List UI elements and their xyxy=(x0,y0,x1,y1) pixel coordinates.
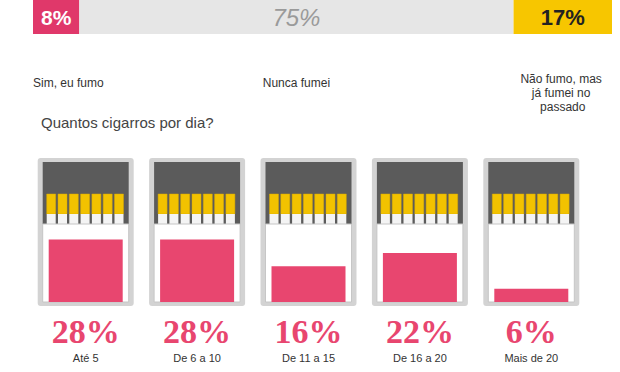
svg-text:28%: 28% xyxy=(163,313,231,350)
svg-text:De 6 a 10: De 6 a 10 xyxy=(173,352,221,364)
svg-text:Nunca fumei: Nunca fumei xyxy=(263,76,330,90)
svg-text:Até 5: Até 5 xyxy=(73,352,99,364)
svg-text:8%: 8% xyxy=(41,6,72,29)
svg-text:75%: 75% xyxy=(272,4,320,31)
svg-text:De 11 a 15: De 11 a 15 xyxy=(282,352,335,364)
svg-text:Sim, eu fumo: Sim, eu fumo xyxy=(33,76,104,90)
svg-text:22%: 22% xyxy=(386,313,454,350)
svg-text:De 16 a 20: De 16 a 20 xyxy=(393,352,447,364)
svg-text:Não fumo, mas: Não fumo, mas xyxy=(520,72,605,86)
svg-text:16%: 16% xyxy=(275,313,343,350)
svg-text:17%: 17% xyxy=(541,5,585,30)
svg-text:28%: 28% xyxy=(52,313,120,350)
svg-text:passado: passado xyxy=(540,100,586,114)
svg-text:Quantos cigarros por dia?: Quantos cigarros por dia? xyxy=(41,114,214,131)
svg-text:Mais de 20: Mais de 20 xyxy=(504,352,558,364)
svg-text:já fumei no: já fumei no xyxy=(531,86,594,100)
svg-text:6%: 6% xyxy=(506,313,557,350)
